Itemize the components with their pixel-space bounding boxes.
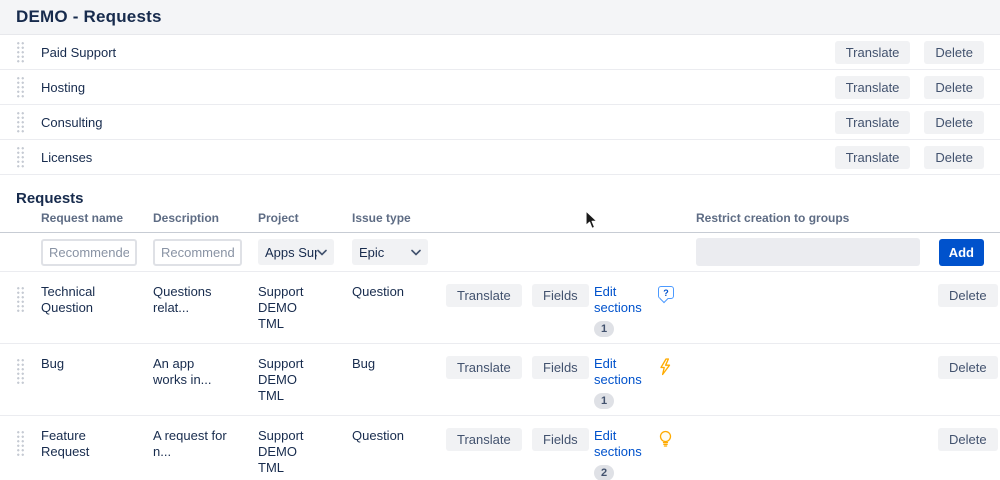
delete-button[interactable]: Delete (924, 40, 984, 64)
project-select[interactable]: Apps Supp (258, 239, 334, 265)
col-header-project: Project (258, 211, 299, 225)
category-row: Hosting Translate Delete (0, 70, 1000, 105)
delete-button[interactable]: Delete (924, 145, 984, 169)
translate-button[interactable]: Translate (446, 284, 522, 307)
request-description: An app works in... (153, 356, 212, 387)
edit-sections-link[interactable]: Edit sections (594, 428, 642, 459)
fields-button[interactable]: Fields (532, 356, 589, 379)
category-label: Licenses (41, 149, 93, 165)
request-issue-type: Question (352, 428, 405, 443)
requests-table-body: Technical Question Questions relat... Su… (0, 272, 1000, 480)
question-bubble-icon: ? (658, 286, 696, 299)
request-description: Questions relat... (153, 284, 212, 315)
col-header-restrict-groups: Restrict creation to groups (696, 211, 850, 225)
category-row: Consulting Translate Delete (0, 105, 1000, 140)
lightbulb-icon (658, 430, 696, 451)
edit-sections-link[interactable]: Edit sections (594, 284, 642, 315)
category-row: Licenses Translate Delete (0, 140, 1000, 175)
request-issue-type: Question (352, 284, 405, 299)
request-row: Bug An app works in... Support DEMO TML … (0, 344, 1000, 416)
page-title: DEMO - Requests (16, 7, 162, 26)
delete-button[interactable]: Delete (938, 356, 998, 379)
project-select-value: Apps Supp (265, 244, 317, 260)
request-description: A request for n... (153, 428, 227, 459)
drag-handle-icon[interactable] (16, 430, 25, 456)
col-header-request-name: Request name (41, 211, 124, 225)
delete-button[interactable]: Delete (924, 110, 984, 134)
translate-button[interactable]: Translate (446, 356, 522, 379)
sections-count-badge: 1 (594, 321, 615, 337)
delete-button[interactable]: Delete (924, 75, 984, 99)
category-list: Paid Support Translate Delete Hosting Tr… (0, 35, 1000, 175)
request-project: Support DEMO TML (258, 284, 304, 331)
requests-table-header: Request name Description Project Issue t… (0, 206, 1000, 233)
drag-handle-icon[interactable] (16, 110, 25, 134)
lightning-icon (658, 358, 696, 379)
category-row: Paid Support Translate Delete (0, 35, 1000, 70)
delete-button[interactable]: Delete (938, 284, 998, 307)
request-name-input[interactable] (41, 238, 137, 266)
delete-button[interactable]: Delete (938, 428, 998, 451)
translate-button[interactable]: Translate (834, 40, 911, 64)
drag-handle-icon[interactable] (16, 286, 25, 312)
drag-handle-icon[interactable] (16, 145, 25, 169)
drag-handle-icon[interactable] (16, 75, 25, 99)
description-input[interactable] (153, 238, 242, 266)
translate-button[interactable]: Translate (834, 145, 911, 169)
fields-button[interactable]: Fields (532, 428, 589, 451)
chevron-down-icon (317, 249, 327, 256)
restrict-groups-input[interactable] (696, 238, 920, 266)
edit-sections-link[interactable]: Edit sections (594, 356, 642, 387)
col-header-issue-type: Issue type (352, 211, 411, 225)
col-header-description: Description (153, 211, 220, 225)
add-request-row: Apps Supp Epic Add (0, 233, 1000, 272)
request-row: Technical Question Questions relat... Su… (0, 272, 1000, 344)
sections-count-badge: 2 (594, 465, 615, 480)
page-header: DEMO - Requests (0, 0, 1000, 35)
request-row: Feature Request A request for n... Suppo… (0, 416, 1000, 480)
drag-handle-icon[interactable] (16, 358, 25, 384)
request-project: Support DEMO TML (258, 356, 304, 403)
translate-button[interactable]: Translate (834, 110, 911, 134)
translate-button[interactable]: Translate (834, 75, 911, 99)
category-label: Hosting (41, 79, 86, 95)
issue-type-select[interactable]: Epic (352, 239, 428, 265)
request-issue-type: Bug (352, 356, 376, 371)
fields-button[interactable]: Fields (532, 284, 589, 307)
request-name: Technical Question (41, 284, 96, 315)
add-button[interactable]: Add (938, 238, 984, 266)
drag-handle-icon[interactable] (16, 40, 25, 64)
requests-section-heading: Requests (16, 190, 84, 207)
chevron-down-icon (411, 249, 421, 256)
request-name: Bug (41, 356, 65, 371)
issue-type-select-value: Epic (359, 244, 385, 260)
request-project: Support DEMO TML (258, 428, 304, 475)
category-label: Paid Support (41, 44, 117, 60)
request-name: Feature Request (41, 428, 90, 459)
category-label: Consulting (41, 114, 103, 130)
translate-button[interactable]: Translate (446, 428, 522, 451)
sections-count-badge: 1 (594, 393, 615, 409)
